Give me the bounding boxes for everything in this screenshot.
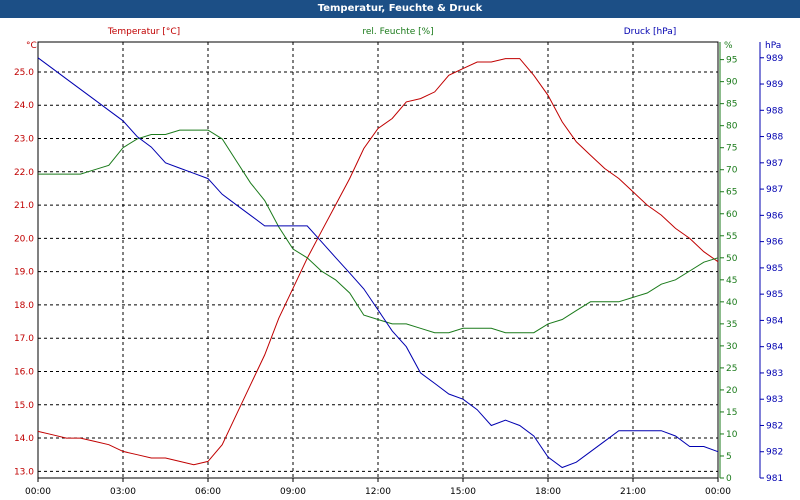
pressure-unit-label: hPa xyxy=(765,41,781,51)
pressure-tick-label: 987 xyxy=(766,185,783,195)
series-lines xyxy=(37,57,719,469)
pressure-tick-label: 988 xyxy=(766,106,783,116)
temperature-tick-label: 15.0 xyxy=(14,401,34,411)
temperature-series-label: Temperatur [°C] xyxy=(107,27,180,37)
humidity-unit-label: % xyxy=(724,41,733,51)
axis-ticks: 00:0022.08.2403:0022.08.2406:0022.08.240… xyxy=(14,42,783,497)
humidity-tick-label: 40 xyxy=(726,298,738,308)
pressure-tick-label: 989 xyxy=(766,54,783,64)
x-tick-label-time: 15:00 xyxy=(450,487,476,497)
temperature-tick-label: 23.0 xyxy=(14,135,34,145)
humidity-tick-label: 55 xyxy=(726,232,737,242)
temperature-tick-label: 19.0 xyxy=(14,268,34,278)
temperature-tick-label: 22.0 xyxy=(14,168,34,178)
humidity-tick-label: 50 xyxy=(726,254,738,264)
humidity-tick-label: 75 xyxy=(726,144,737,154)
x-tick-label-time: 12:00 xyxy=(365,487,391,497)
humidity-tick-label: 85 xyxy=(726,100,737,110)
x-tick-label-time: 18:00 xyxy=(535,487,561,497)
x-tick-label-time: 09:00 xyxy=(280,487,306,497)
temperature-tick-label: 17.0 xyxy=(14,334,34,344)
humidity-tick-label: 80 xyxy=(726,122,738,132)
pressure-tick-label: 986 xyxy=(766,211,783,221)
temperature-unit-label: °C xyxy=(26,41,37,51)
humidity-tick-label: 35 xyxy=(726,320,737,330)
pressure-tick-label: 985 xyxy=(766,290,783,300)
x-tick-label-time: 06:00 xyxy=(195,487,221,497)
humidity-tick-label: 20 xyxy=(726,386,738,396)
pressure-tick-label: 988 xyxy=(766,133,783,143)
temperature-tick-label: 14.0 xyxy=(14,434,34,444)
chart-title-bar: Temperatur, Feuchte & Druck xyxy=(0,0,800,18)
pressure-tick-label: 983 xyxy=(766,369,783,379)
humidity-tick-label: 15 xyxy=(726,408,737,418)
pressure-tick-label: 981 xyxy=(766,474,783,484)
humidity-tick-label: 90 xyxy=(726,78,738,88)
temperature-tick-label: 16.0 xyxy=(14,367,34,377)
x-tick-label-time: 00:00 xyxy=(25,487,51,497)
humidity-series-line xyxy=(38,129,719,334)
chart-canvas: Temperatur [°C] rel. Feuchte [%] Druck [… xyxy=(14,27,783,497)
humidity-tick-label: 30 xyxy=(726,342,738,352)
pressure-tick-label: 984 xyxy=(766,316,783,326)
pressure-series-line xyxy=(37,57,719,469)
temperature-tick-label: 13.0 xyxy=(14,467,34,477)
pressure-tick-label: 983 xyxy=(766,395,783,405)
humidity-series-label: rel. Feuchte [%] xyxy=(362,27,433,37)
temperature-tick-label: 20.0 xyxy=(14,234,34,244)
pressure-tick-label: 985 xyxy=(766,264,783,274)
humidity-tick-label: 10 xyxy=(726,430,738,440)
pressure-series-label: Druck [hPa] xyxy=(624,27,677,37)
grid-lines xyxy=(38,42,718,478)
humidity-tick-label: 25 xyxy=(726,364,737,374)
pressure-tick-label: 984 xyxy=(766,343,783,353)
humidity-tick-label: 60 xyxy=(726,210,738,220)
x-tick-label-time: 21:00 xyxy=(620,487,646,497)
pressure-tick-label: 982 xyxy=(766,448,783,458)
pressure-tick-label: 987 xyxy=(766,159,783,169)
temperature-tick-label: 24.0 xyxy=(14,101,34,111)
chart-title: Temperatur, Feuchte & Druck xyxy=(317,3,483,14)
pressure-tick-label: 986 xyxy=(766,238,783,248)
x-tick-label-time: 03:00 xyxy=(110,487,136,497)
temperature-tick-label: 18.0 xyxy=(14,301,34,311)
humidity-tick-label: 95 xyxy=(726,56,737,66)
humidity-tick-label: 65 xyxy=(726,188,737,198)
humidity-tick-label: 70 xyxy=(726,166,738,176)
pressure-tick-label: 989 xyxy=(766,80,783,90)
x-tick-label-time: 00:00 xyxy=(705,487,731,497)
temperature-series-line xyxy=(37,58,719,466)
humidity-tick-label: 45 xyxy=(726,276,737,286)
humidity-tick-label: 0 xyxy=(726,474,732,484)
temperature-tick-label: 25.0 xyxy=(14,68,34,78)
humidity-tick-label: 5 xyxy=(726,452,732,462)
pressure-tick-label: 982 xyxy=(766,421,783,431)
temperature-tick-label: 21.0 xyxy=(14,201,34,211)
